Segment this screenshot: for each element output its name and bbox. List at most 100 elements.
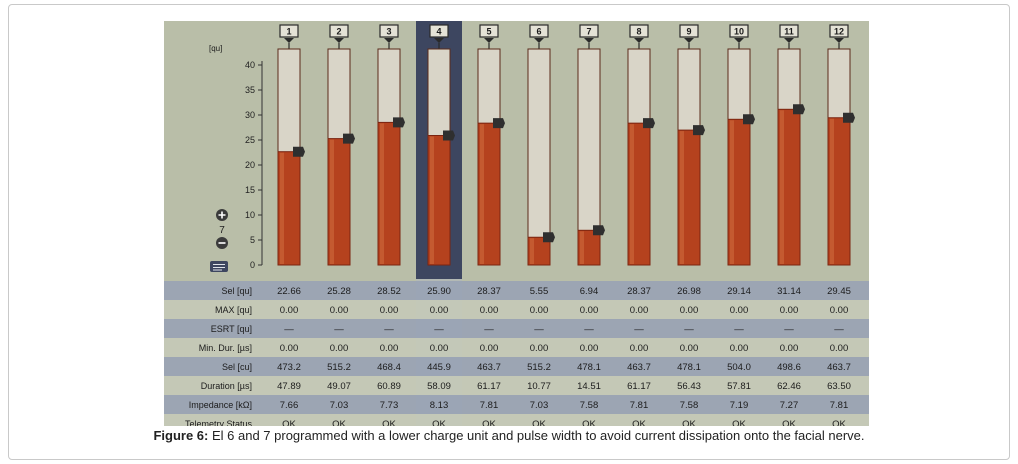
electrode-column-4[interactable]: 4 [427,24,455,266]
table-cell: OK [732,419,746,426]
table-cell: — [584,324,594,335]
caption-label: Figure 6: [153,428,209,443]
electrode-column-8[interactable]: 8 [627,24,655,266]
table-cell: — [634,324,644,335]
max-marker-icon [384,38,394,43]
electrode-column-3[interactable]: 3 [377,24,405,266]
table-cell: OK [632,419,646,426]
table-row [164,357,869,376]
table-cell: OK [482,419,496,426]
level-bar-highlight [480,124,484,265]
list-glyph [213,264,225,271]
level-slider-handle[interactable] [393,117,405,128]
level-bar-highlight [580,231,584,264]
table-cell: 56.43 [677,381,701,392]
y-axis-label: [qu] [209,44,222,53]
electrode-column-2[interactable]: 2 [327,24,355,266]
table-cell: 7.19 [730,400,749,411]
max-marker-icon [434,38,444,43]
electrode-number-label: 5 [486,27,491,37]
table-cell: 463.7 [827,362,851,373]
table-cell: — [534,324,544,335]
electrode-number-box [529,24,549,38]
max-marker-icon [534,38,544,43]
level-bar-highlight [780,110,784,264]
y-tick-label: 0 [250,260,255,270]
table-cell: 0.00 [480,343,499,354]
table-cell: 515.2 [527,362,551,373]
level-slider-handle[interactable] [593,225,605,236]
electrode-column-9[interactable]: 9 [677,24,705,266]
table-cell: 445.9 [427,362,451,373]
table-cell: 14.51 [577,381,601,392]
table-cell: — [484,324,494,335]
electrode-column-10[interactable]: 10 [727,24,755,266]
level-slider-handle[interactable] [443,130,455,141]
list-icon [210,261,228,272]
level-slider-handle[interactable] [643,118,655,129]
table-cell: 0.00 [280,343,299,354]
electrode-column-1[interactable]: 1 [277,24,305,266]
table-cell: 7.81 [630,400,649,411]
table-cell: 0.00 [430,305,449,316]
level-slider-handle[interactable] [693,125,705,136]
table-cell: — [284,324,294,335]
level-slider-handle[interactable] [343,133,355,144]
level-slider-handle[interactable] [493,118,505,129]
electrode-number-label: 6 [536,27,541,37]
table-cell: 504.0 [727,362,751,373]
table-cell: 468.4 [377,362,401,373]
table-cell: 6.94 [580,286,599,297]
electrode-number-label: 8 [636,27,641,37]
list-menu-button[interactable] [210,261,228,272]
table-cell: 0.00 [830,305,849,316]
electrode-column-7[interactable]: 7 [577,24,605,266]
electrode-column-5[interactable]: 5 [477,24,505,266]
level-slider-handle[interactable] [843,112,855,123]
electrode-number-box [779,24,799,38]
table-cell: 0.00 [630,343,649,354]
table-cell: 8.13 [430,400,449,411]
table-cell: 498.6 [777,362,801,373]
level-slider-handle[interactable] [793,104,805,115]
table-row-label: Telemetry Status [185,419,253,426]
table-row [164,376,869,395]
table-cell: OK [682,419,696,426]
y-tick-label: 35 [245,85,255,95]
level-slider-handle[interactable] [743,114,755,125]
level-bar-highlight [530,238,534,264]
table-cell: 0.00 [730,343,749,354]
max-marker-icon [634,38,644,43]
table-cell: 0.00 [330,305,349,316]
electrode-column-6[interactable]: 6 [527,24,555,266]
electrode-column-11[interactable]: 11 [777,24,805,266]
level-bar-highlight [280,152,284,264]
table-cell: 0.00 [380,305,399,316]
zoom-out-button[interactable] [216,237,228,249]
level-bar-highlight [680,131,684,264]
table-row [164,319,869,338]
table-cell: OK [782,419,796,426]
table-cell: — [384,324,394,335]
caption-text: El 6 and 7 programmed with a lower charg… [208,428,865,443]
electrode-number-label: 10 [734,27,744,37]
max-marker-icon [584,38,594,43]
zoom-in-button[interactable] [216,209,228,221]
figure-frame: [qu] 0 5 10 15 20 25 30 35 40 7 1 2 3 4 5 6 7 8 9 10 11 12 Sel … [8,4,1010,460]
electrode-number-label: 12 [834,27,844,37]
level-slider-handle[interactable] [293,146,305,157]
electrode-number-label: 7 [586,27,591,37]
level-slider-handle[interactable] [543,232,555,243]
electrode-number-box [629,24,649,38]
table-row-label: Sel [cu] [222,362,252,372]
table-cell: — [334,324,344,335]
table-row-label: Duration [µs] [201,381,252,391]
electrode-column-12[interactable]: 12 [827,24,855,266]
max-marker-icon [484,38,494,43]
max-marker-icon [784,38,794,43]
table-cell: 0.00 [530,343,549,354]
table-row-label: Sel [qu] [221,286,252,296]
table-cell: 0.00 [430,343,449,354]
table-cell: 61.17 [477,381,501,392]
table-cell: OK [282,419,296,426]
